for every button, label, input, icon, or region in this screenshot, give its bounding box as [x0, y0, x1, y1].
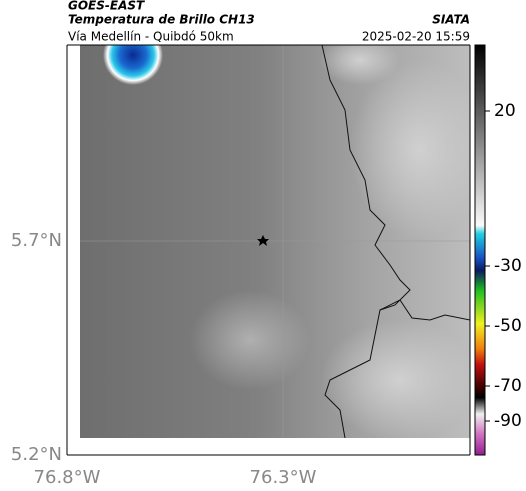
lat-label: 5.7°N — [11, 230, 62, 251]
datetime: 2025-02-20 15:59 — [362, 30, 470, 44]
colorbar — [474, 44, 486, 456]
colorbar-label: 20 — [494, 101, 516, 121]
source: SIATA — [432, 13, 470, 27]
colorbar-label: -90 — [494, 411, 522, 431]
route: Vía Medellín - Quibdó 50km — [68, 30, 234, 44]
lon-label: 76.3°W — [250, 467, 317, 488]
colorbar-ticks: 20 -30 -50 -70 -90 — [485, 101, 522, 431]
colorbar-label: -30 — [494, 256, 522, 276]
lon-label: 76.8°W — [34, 467, 101, 488]
product: Temperatura de Brillo CH13 — [68, 13, 255, 27]
satellite: GOES-EAST — [68, 0, 145, 13]
colorbar-label: -50 — [494, 316, 522, 336]
colorbar-label: -70 — [494, 376, 522, 396]
satellite-image — [80, 45, 470, 438]
lat-label: 5.2°N — [11, 444, 62, 465]
